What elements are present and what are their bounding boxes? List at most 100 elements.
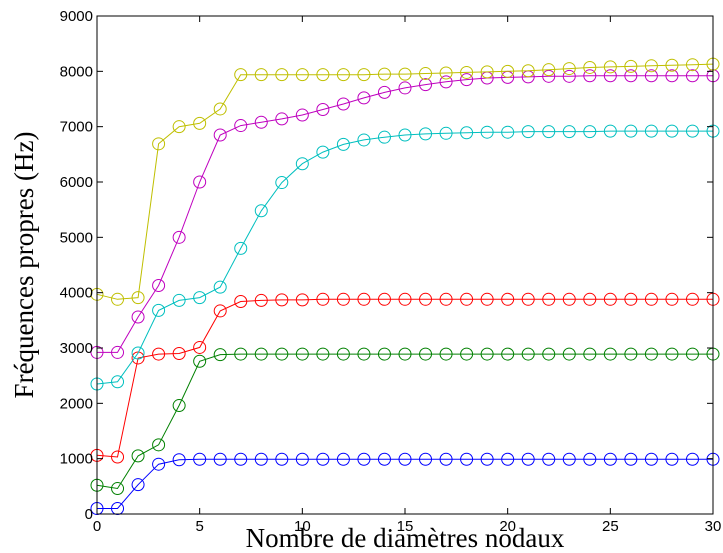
data-point-1-18 [460, 347, 474, 361]
series-3 [90, 124, 720, 391]
data-point-1-9 [275, 347, 289, 361]
data-point-3-25 [603, 124, 617, 138]
data-point-1-5 [193, 354, 207, 368]
data-point-0-15 [398, 452, 412, 466]
data-point-4-10 [295, 108, 309, 122]
data-point-2-6 [213, 304, 227, 318]
x-tick-label-6: 30 [705, 518, 722, 535]
data-point-5-27 [644, 59, 658, 73]
data-point-4-27 [644, 69, 658, 83]
data-point-5-16 [419, 67, 433, 81]
data-point-2-22 [542, 292, 556, 306]
data-point-1-10 [295, 347, 309, 361]
data-point-4-8 [254, 115, 268, 129]
data-point-1-24 [583, 347, 597, 361]
data-point-0-8 [254, 452, 268, 466]
data-point-0-7 [234, 452, 248, 466]
data-point-3-5 [193, 291, 207, 305]
data-point-3-3 [152, 303, 166, 317]
data-point-4-25 [603, 69, 617, 83]
series-2 [90, 292, 720, 464]
series-1 [90, 347, 720, 496]
data-point-0-21 [521, 452, 535, 466]
y-tick-label-6: 6000 [60, 174, 93, 191]
data-point-3-10 [295, 157, 309, 171]
plot-area [97, 16, 713, 514]
data-point-4-23 [562, 69, 576, 83]
data-point-3-11 [316, 145, 330, 159]
data-point-5-11 [316, 68, 330, 82]
data-point-2-5 [193, 340, 207, 354]
data-point-3-18 [460, 126, 474, 140]
data-point-4-1 [111, 345, 125, 359]
data-point-1-20 [501, 347, 515, 361]
y-tick-label-8: 8000 [60, 63, 93, 80]
data-point-1-6 [213, 348, 227, 362]
data-point-5-10 [295, 68, 309, 82]
data-point-2-20 [501, 292, 515, 306]
data-point-3-19 [480, 125, 494, 139]
data-point-1-22 [542, 347, 556, 361]
data-point-1-26 [624, 347, 638, 361]
series-line-5 [96, 63, 714, 300]
data-point-0-19 [480, 452, 494, 466]
data-point-3-17 [439, 126, 453, 140]
data-point-0-9 [275, 452, 289, 466]
data-point-4-22 [542, 69, 556, 83]
y-tick-label-3: 3000 [60, 340, 93, 357]
data-point-1-12 [336, 347, 350, 361]
data-point-4-24 [583, 69, 597, 83]
data-point-5-18 [460, 65, 474, 79]
data-point-1-25 [603, 347, 617, 361]
data-point-1-8 [254, 347, 268, 361]
data-point-5-28 [665, 58, 679, 72]
data-point-0-29 [685, 452, 699, 466]
data-point-3-14 [377, 130, 391, 144]
data-point-4-16 [419, 78, 433, 92]
data-point-2-16 [419, 292, 433, 306]
data-point-1-11 [316, 347, 330, 361]
data-point-2-8 [254, 293, 268, 307]
data-point-2-25 [603, 292, 617, 306]
data-point-1-21 [521, 347, 535, 361]
x-tick-label-4: 20 [499, 518, 516, 535]
data-point-3-27 [644, 124, 658, 138]
data-point-0-5 [193, 452, 207, 466]
data-point-2-3 [152, 347, 166, 361]
data-point-1-7 [234, 347, 248, 361]
data-point-4-28 [665, 69, 679, 83]
data-point-0-14 [377, 452, 391, 466]
data-point-0-27 [644, 452, 658, 466]
data-point-5-25 [603, 60, 617, 74]
data-point-3-20 [501, 125, 515, 139]
x-tick-label-3: 15 [397, 518, 414, 535]
y-axis-title: Fréquences propres (Hz) [9, 132, 39, 399]
data-point-5-1 [111, 292, 125, 306]
data-point-3-7 [234, 241, 248, 255]
data-point-0-20 [501, 452, 515, 466]
data-point-5-9 [275, 68, 289, 82]
data-point-1-3 [152, 438, 166, 452]
data-point-0-22 [542, 452, 556, 466]
data-point-2-29 [685, 292, 699, 306]
data-point-3-21 [521, 125, 535, 139]
data-point-5-6 [213, 102, 227, 116]
data-point-0-25 [603, 452, 617, 466]
data-point-5-20 [501, 64, 515, 78]
data-point-3-22 [542, 125, 556, 139]
data-point-4-6 [213, 128, 227, 142]
data-point-3-28 [665, 124, 679, 138]
data-point-5-24 [583, 60, 597, 74]
data-point-4-17 [439, 75, 453, 89]
data-point-3-1 [111, 375, 125, 389]
data-point-0-16 [419, 452, 433, 466]
data-point-0-11 [316, 452, 330, 466]
data-point-2-9 [275, 293, 289, 307]
data-point-1-13 [357, 347, 371, 361]
data-point-2-11 [316, 292, 330, 306]
data-point-3-9 [275, 176, 289, 190]
data-point-2-18 [460, 292, 474, 306]
data-point-0-13 [357, 452, 371, 466]
series-layer [90, 57, 720, 515]
data-point-5-21 [521, 64, 535, 78]
